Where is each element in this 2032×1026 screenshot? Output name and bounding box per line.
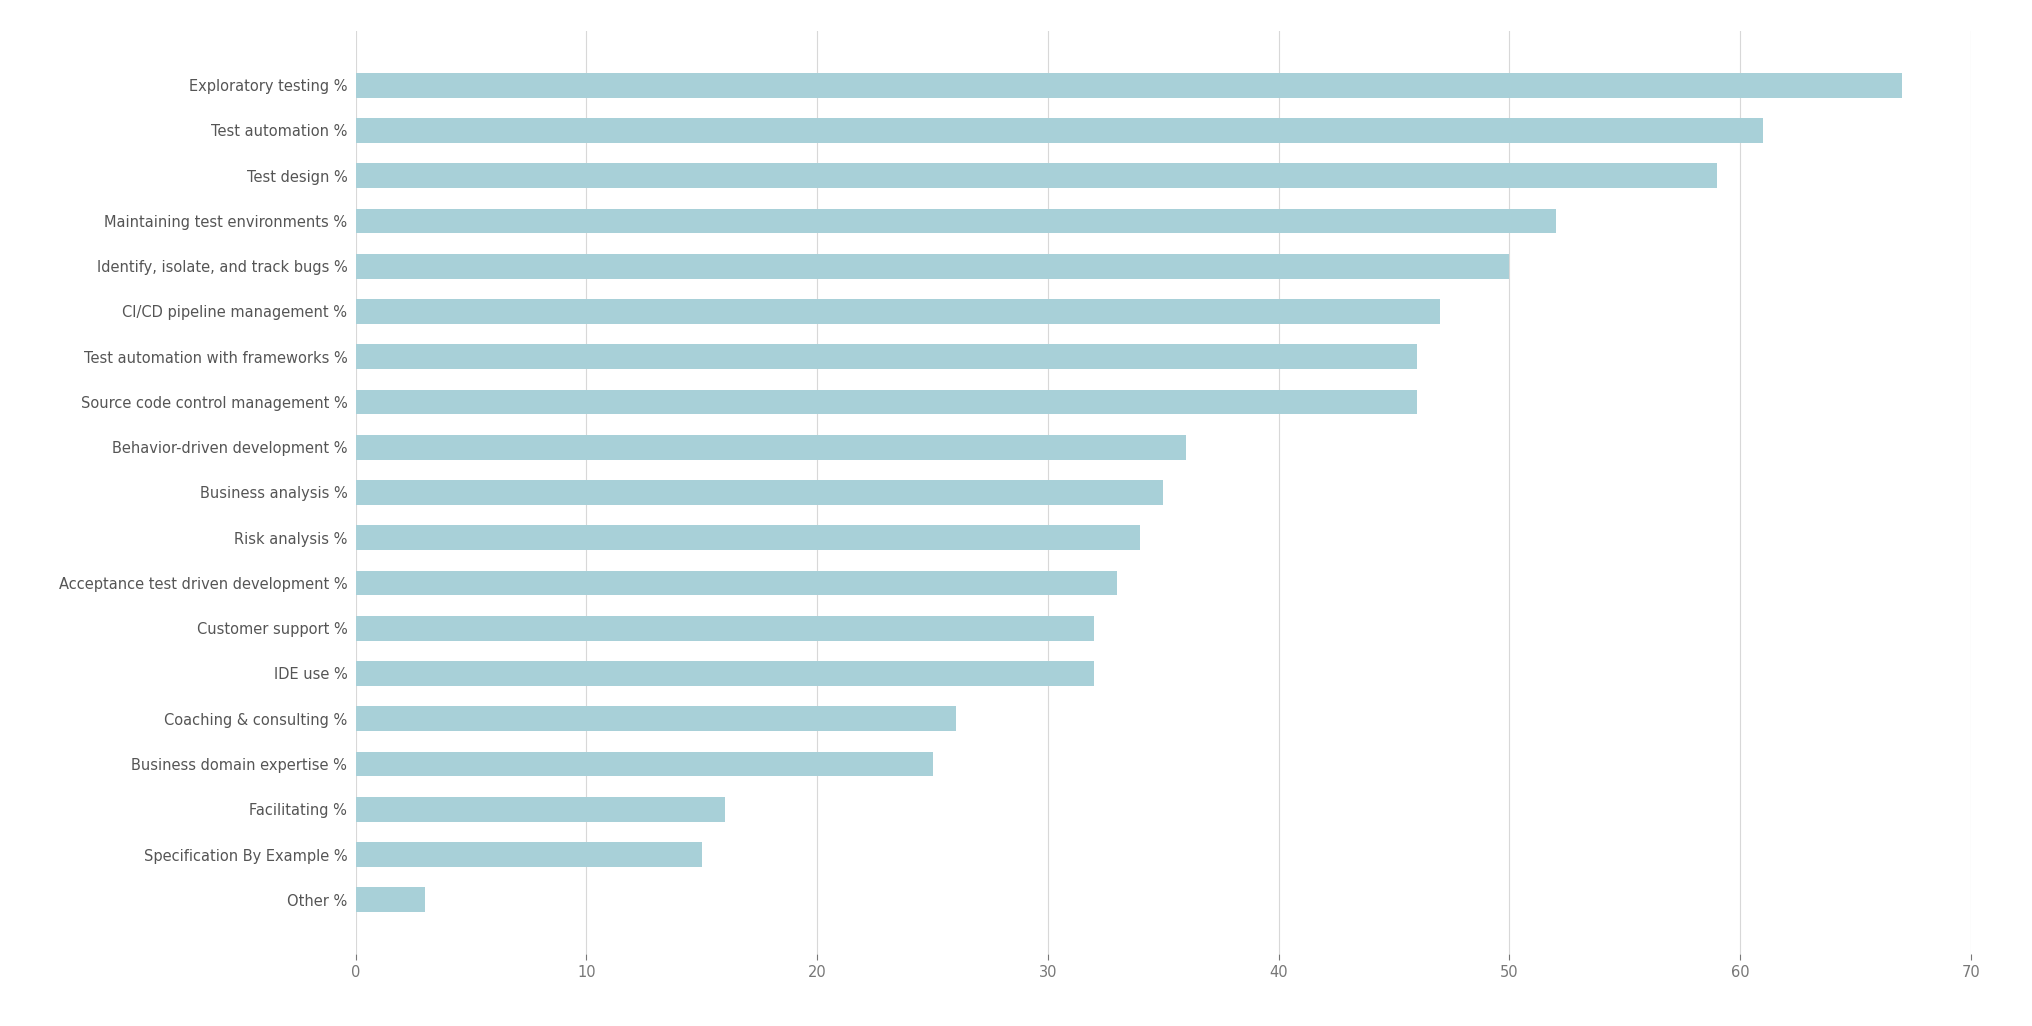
Bar	[356, 706, 955, 732]
Bar	[356, 73, 1902, 97]
Bar	[356, 118, 1764, 143]
Bar	[356, 887, 425, 912]
Bar	[356, 345, 1416, 369]
Bar	[356, 480, 1162, 505]
Bar	[356, 752, 933, 777]
Bar	[356, 842, 701, 867]
Bar	[356, 390, 1416, 415]
Bar	[356, 299, 1441, 324]
Bar	[356, 616, 1093, 640]
Bar	[356, 661, 1093, 686]
Bar	[356, 163, 1717, 188]
Bar	[356, 525, 1140, 550]
Bar	[356, 208, 1557, 233]
Bar	[356, 253, 1510, 279]
Bar	[356, 435, 1187, 460]
Bar	[356, 797, 725, 822]
Bar	[356, 570, 1118, 595]
